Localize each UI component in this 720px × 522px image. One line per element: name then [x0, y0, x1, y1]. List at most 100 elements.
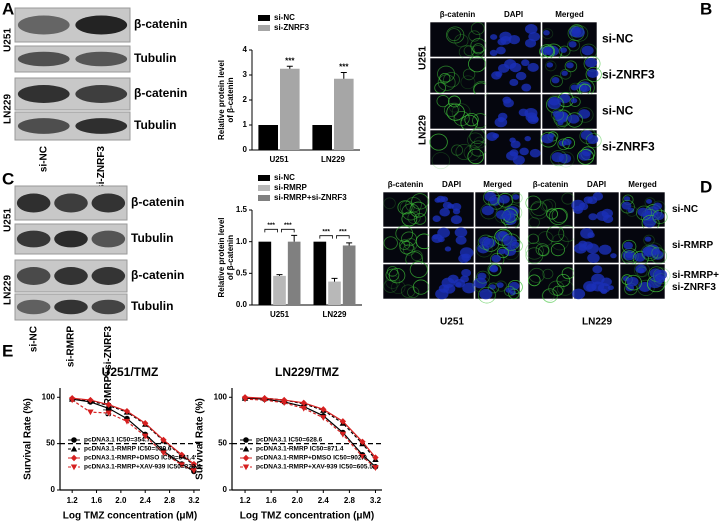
- nucleus: [644, 236, 652, 242]
- point: [339, 418, 347, 425]
- point: [261, 397, 268, 404]
- nucleus: [462, 282, 476, 294]
- nucleus: [521, 83, 532, 92]
- membrane: [636, 205, 652, 221]
- membrane: [429, 133, 448, 151]
- nucleus: [610, 253, 617, 259]
- nucleus: [451, 203, 462, 211]
- membrane: [552, 285, 564, 296]
- nucleus: [645, 199, 653, 204]
- membrane: [501, 233, 521, 251]
- nucleus: [638, 281, 652, 292]
- membrane: [468, 30, 481, 42]
- membrane: [567, 39, 581, 52]
- y-tick-label: 1: [243, 120, 248, 129]
- nucleus: [440, 196, 449, 203]
- point: [105, 401, 112, 408]
- membrane: [547, 94, 564, 110]
- point: [123, 418, 131, 425]
- x-tick-label: 2.8: [344, 496, 356, 505]
- membrane: [564, 60, 578, 73]
- y-tick-label: 0: [243, 145, 248, 154]
- membrane: [550, 243, 565, 257]
- blot-band: [75, 85, 128, 103]
- nucleus: [521, 59, 530, 67]
- x-tick-label: LN229: [322, 310, 347, 319]
- blot-band: [54, 230, 88, 248]
- x-tick-label: U251: [269, 155, 289, 164]
- membrane: [455, 143, 473, 161]
- point: [105, 410, 112, 417]
- micrograph: [429, 21, 486, 58]
- blot-band: [16, 193, 51, 213]
- panel-letter: B: [700, 0, 712, 18]
- nucleus: [588, 213, 598, 221]
- column-header: DAPI: [504, 10, 523, 19]
- nucleus: [571, 288, 586, 300]
- x-axis-label: Log TMZ concentration (μM): [240, 511, 374, 522]
- membrane: [480, 203, 498, 220]
- bar: [342, 245, 356, 305]
- bar: [258, 241, 272, 305]
- column-header: Merged: [555, 10, 584, 19]
- row-label: si-RMRP: [672, 240, 713, 251]
- nucleus: [541, 133, 554, 144]
- nucleus: [496, 46, 506, 55]
- point: [300, 405, 307, 412]
- error-bar: [340, 72, 347, 79]
- membrane: [494, 208, 511, 224]
- y-tick-label: 1.5: [236, 205, 248, 214]
- nucleus: [567, 114, 580, 124]
- legend-marker: [243, 437, 249, 443]
- membrane: [483, 190, 500, 206]
- nucleus: [551, 77, 560, 84]
- column-header: Merged: [628, 180, 657, 189]
- nucleus: [498, 248, 506, 255]
- micrograph: [382, 263, 429, 300]
- membrane: [530, 200, 548, 216]
- legend-marker: [242, 445, 250, 452]
- membrane: [470, 22, 485, 35]
- membrane: [652, 267, 671, 284]
- blot-band: [16, 230, 51, 248]
- membrane: [467, 148, 485, 165]
- membrane: [569, 96, 581, 107]
- membrane: [397, 200, 413, 215]
- membrane: [541, 45, 555, 58]
- membrane: [449, 102, 460, 113]
- chart-title: U251/TMZ: [102, 365, 159, 379]
- point: [372, 465, 379, 471]
- membrane: [545, 60, 557, 72]
- nucleus: [524, 23, 538, 35]
- cell-line-label: U251: [440, 317, 464, 328]
- membrane: [407, 211, 421, 225]
- legend-marker: [70, 445, 78, 452]
- nucleus: [495, 210, 508, 220]
- x-tick-label: 3.2: [188, 496, 200, 505]
- blot-band: [17, 85, 70, 103]
- x-tick-label: 2.0: [292, 496, 304, 505]
- band-label: β-catenin: [134, 86, 187, 100]
- y-axis-label: Survival Rate (%): [195, 398, 206, 480]
- point: [190, 467, 198, 474]
- membrane: [558, 45, 571, 57]
- row-label: si-ZNRF3: [672, 282, 716, 293]
- nucleus: [543, 47, 551, 54]
- point: [142, 420, 149, 427]
- blot-band: [17, 15, 70, 35]
- bar: [328, 281, 341, 305]
- blot-band: [17, 51, 70, 67]
- nucleus: [578, 240, 588, 248]
- y-tick-label: 100: [214, 392, 228, 401]
- row-label: si-ZNRF3: [602, 68, 655, 82]
- nucleus: [543, 30, 550, 36]
- bracket: [336, 235, 350, 239]
- membrane: [472, 43, 485, 55]
- nucleus: [434, 197, 441, 203]
- x-tick-label: 2.4: [318, 496, 330, 505]
- blot-band: [17, 118, 70, 134]
- y-axis-label: Survival Rate (%): [23, 398, 34, 480]
- point: [320, 415, 327, 421]
- membrane: [540, 199, 553, 212]
- micrograph: [527, 263, 574, 300]
